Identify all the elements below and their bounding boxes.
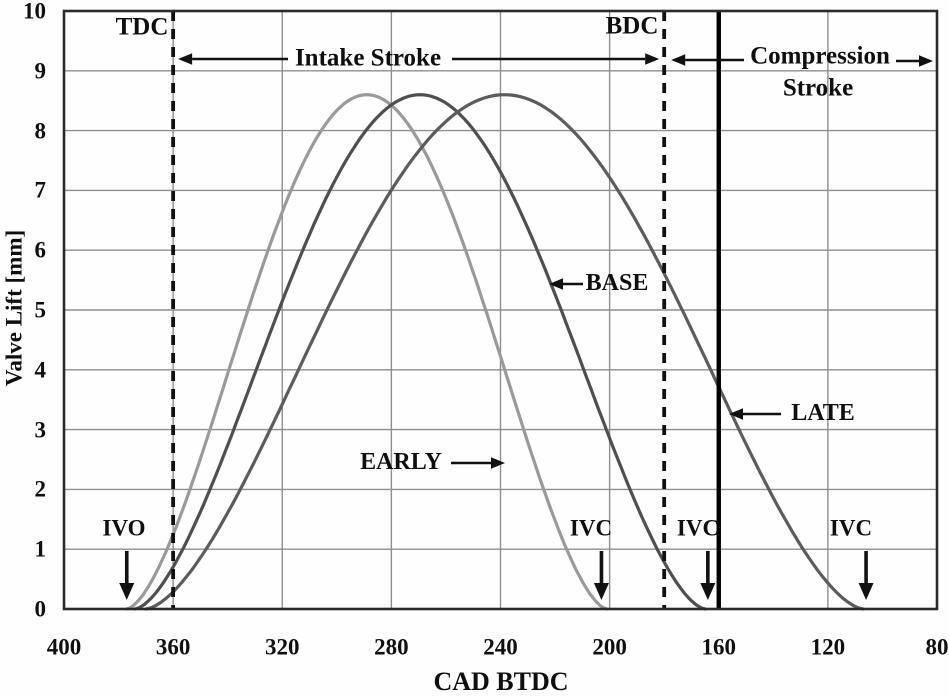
ivo-label: IVO <box>102 515 146 541</box>
ivc-base-label: IVC <box>676 515 720 541</box>
x-tick-label: 120 <box>810 634 846 660</box>
x-tick-label: 240 <box>483 634 518 660</box>
y-tick-label: 5 <box>34 297 47 323</box>
series-early-label: EARLY <box>360 449 442 475</box>
intake-stroke-label: Intake Stroke <box>294 44 442 72</box>
x-tick-label: 80 <box>925 634 949 660</box>
bdc-label: BDC <box>605 12 659 40</box>
series-base-label: BASE <box>585 270 649 296</box>
x-tick-label: 160 <box>701 634 737 660</box>
y-tick-label: 10 <box>23 0 46 24</box>
x-tick-label: 400 <box>46 634 82 660</box>
x-tick-label: 280 <box>374 634 409 660</box>
compression-stroke-label-line2: Stroke <box>782 74 854 102</box>
y-tick-label: 4 <box>34 357 47 383</box>
x-tick-label: 200 <box>592 634 627 660</box>
y-tick-label: 1 <box>34 536 47 562</box>
x-tick-label: 360 <box>155 634 191 660</box>
series-late-label: LATE <box>791 400 855 426</box>
x-tick-label: 320 <box>265 634 300 660</box>
y-tick-label: 9 <box>34 58 47 84</box>
tdc-label: TDC <box>115 13 169 41</box>
y-tick-label: 3 <box>34 417 47 443</box>
ivc-late-label: IVC <box>829 515 873 541</box>
y-axis-title: Valve Lift [mm] <box>1 229 27 387</box>
ivc-early-label: IVC <box>569 515 613 541</box>
y-tick-label: 8 <box>34 118 47 144</box>
y-tick-label: 0 <box>34 596 47 622</box>
y-tick-label: 7 <box>34 177 47 203</box>
compression-stroke-label-line1: Compression <box>750 42 890 70</box>
y-tick-label: 6 <box>34 237 47 263</box>
y-tick-label: 2 <box>34 476 47 502</box>
x-axis-title: CAD BTDC <box>433 667 569 696</box>
